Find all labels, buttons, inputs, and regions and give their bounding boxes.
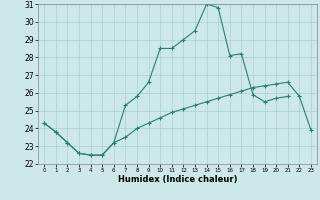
X-axis label: Humidex (Indice chaleur): Humidex (Indice chaleur) — [118, 175, 237, 184]
